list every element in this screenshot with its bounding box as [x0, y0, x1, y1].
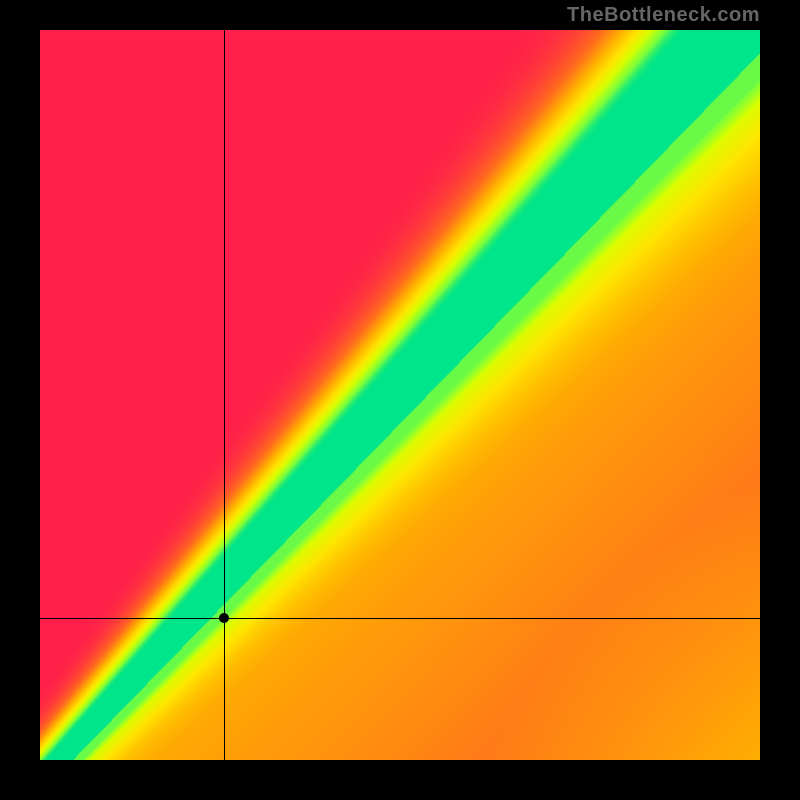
crosshair-horizontal: [40, 618, 760, 619]
plot-area: [40, 30, 760, 760]
heatmap-canvas: [40, 30, 760, 760]
crosshair-marker: [219, 613, 229, 623]
crosshair-vertical: [224, 30, 225, 760]
chart-container: TheBottleneck.com: [0, 0, 800, 800]
watermark-text: TheBottleneck.com: [567, 4, 760, 27]
